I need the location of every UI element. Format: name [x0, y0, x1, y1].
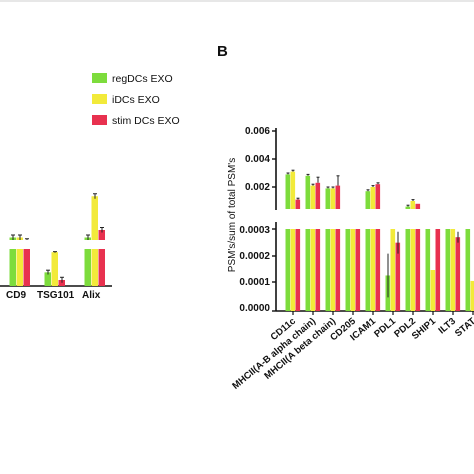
- panel-b-ytick-0004: 0.004: [245, 154, 270, 165]
- panel-b-chart: PSM's/sum of total PSM's 0.006 0.004 0.0…: [227, 126, 474, 392]
- panel-b-bar-icam1-regdcs-exo-upper: [365, 191, 371, 209]
- panel-b-bar-pdl1-stim-dcs-exo: [395, 242, 401, 311]
- panel-a-tick-label-alix: Alix: [82, 290, 101, 301]
- legend-label-stimdcs: stim DCs EXO: [112, 115, 180, 127]
- panel-b-bar-ship1-idcs-exo: [430, 270, 436, 311]
- panel-b-bar-mhcii-a-beta-chain-regdcs-exo: [325, 229, 331, 311]
- panel-b-bar-mhcii-a-beta-chain-idcs-exo: [330, 229, 336, 311]
- panel-b-ytick-0006: 0.006: [245, 126, 270, 137]
- panel-a-bar-tsg101-idcs-exo: [51, 252, 58, 286]
- legend: regDCs EXO iDCs EXO stim DCs EXO: [92, 73, 180, 127]
- panel-b-ytick-0002: 0.002: [245, 182, 270, 193]
- panel-b-bar-icam1-stim-dcs-exo-upper: [375, 184, 381, 209]
- panel-b-tick-label-stat: STAT: [453, 316, 474, 340]
- panel-b-bar-ship1-regdcs-exo: [425, 229, 431, 311]
- panel-b-tick-label-ship1: SHIP1: [410, 315, 439, 342]
- panel-b-bar-mhcii-a-b-alpha-chain-regdcs-exo: [305, 229, 311, 311]
- panel-b-bar-mhcii-a-b-alpha-chain-idcs-exo: [310, 229, 316, 311]
- panel-b-tick-label-mhcii-a-b-alpha-chain: MHCII(A-B alpha chain): [230, 316, 318, 392]
- panel-label-b: B: [217, 43, 228, 60]
- panel-b-bar-pdl2-idcs-exo: [410, 229, 416, 311]
- panel-a-tick-label-tsg101: TSG101: [37, 290, 75, 301]
- panel-b-bar-stat-regdcs-exo: [465, 229, 471, 311]
- panel-a-bar-alix-stim-dcs-exo: [98, 230, 105, 286]
- panel-b-bar-stat-idcs-exo: [470, 280, 474, 311]
- panel-b-bar-pdl2-regdcs-exo: [405, 229, 411, 311]
- panel-b-bar-ilt3-idcs-exo: [450, 229, 456, 311]
- panel-b-tick-label-pdl1: PDL1: [372, 315, 398, 339]
- panel-b-bar-cd11c-stim-dcs-exo: [295, 229, 301, 311]
- panel-a-chart: CD9 TSG101 Alix: [0, 193, 112, 301]
- legend-swatch-idcs: [92, 94, 107, 104]
- panel-a-tick-label-cd9: CD9: [6, 290, 26, 301]
- legend-label-idcs: iDCs EXO: [112, 94, 160, 106]
- panel-b-ytick-00003: 0.0003: [239, 225, 270, 236]
- panel-b-bar-mhcii-a-beta-chain-regdcs-exo-upper: [325, 188, 331, 209]
- panel-a-bar-tsg101-stim-dcs-exo: [58, 280, 65, 286]
- panel-b-ytick-00000: 0.0000: [239, 303, 270, 314]
- panel-b-bar-mhcii-a-beta-chain-stim-dcs-exo-upper: [335, 185, 341, 209]
- panel-b-bar-pdl2-stim-dcs-exo: [415, 229, 421, 311]
- panel-a-bar-alix-regdcs-exo: [84, 237, 91, 286]
- panel-b-bar-mhcii-a-b-alpha-chain-stim-dcs-exo: [315, 229, 321, 311]
- panel-b-bar-mhcii-a-b-alpha-chain-idcs-exo-upper: [310, 185, 316, 209]
- panel-b-ytick-00002: 0.0002: [239, 251, 270, 262]
- panel-b-bar-pdl2-idcs-exo-upper: [410, 201, 416, 209]
- panel-a-bar-cd9-regdcs-exo: [9, 237, 16, 286]
- panel-a-bar-tsg101-regdcs-exo: [44, 272, 51, 286]
- panel-b-bar-cd205-idcs-exo: [350, 229, 356, 311]
- panel-b-ytick-00001: 0.0001: [239, 277, 270, 288]
- panel-b-ylabel: PSM's/sum of total PSM's: [227, 158, 238, 272]
- panel-b-bar-mhcii-a-b-alpha-chain-stim-dcs-exo-upper: [315, 182, 321, 209]
- panel-b-bar-cd205-regdcs-exo: [345, 229, 351, 311]
- panel-b-bar-cd11c-idcs-exo-upper: [290, 171, 296, 209]
- panel-b-bar-icam1-idcs-exo: [370, 229, 376, 311]
- panel-b-bar-ship1-stim-dcs-exo: [435, 229, 441, 311]
- panel-b-bar-pdl2-stim-dcs-exo-upper: [415, 203, 421, 209]
- panel-b-bar-cd11c-idcs-exo: [290, 229, 296, 311]
- panel-a-bar-cd9-stim-dcs-exo: [23, 240, 30, 286]
- legend-swatch-stimdcs: [92, 115, 107, 125]
- panel-b-bar-ilt3-regdcs-exo: [445, 229, 451, 311]
- panel-b-bar-cd11c-stim-dcs-exo-upper: [295, 199, 301, 209]
- panel-a-axis-break: [0, 240, 112, 249]
- panel-b-bar-mhcii-a-beta-chain-stim-dcs-exo: [335, 229, 341, 311]
- panel-b-bar-pdl2-regdcs-exo-upper: [405, 206, 411, 209]
- panel-b-bar-mhcii-a-b-alpha-chain-regdcs-exo-upper: [305, 175, 311, 209]
- legend-swatch-regdcs: [92, 73, 107, 83]
- panel-b-bar-ilt3-stim-dcs-exo: [455, 237, 461, 311]
- panel-b-bar-pdl1-idcs-exo: [390, 229, 396, 311]
- panel-b-bar-icam1-regdcs-exo: [365, 229, 371, 311]
- panel-b-bar-mhcii-a-beta-chain-idcs-exo-upper: [330, 188, 336, 209]
- panel-b-bar-cd205-stim-dcs-exo: [355, 229, 361, 311]
- panel-b-bar-icam1-idcs-exo-upper: [370, 187, 376, 209]
- panel-a-bar-cd9-idcs-exo: [16, 237, 23, 286]
- panel-b-bar-icam1-stim-dcs-exo: [375, 229, 381, 311]
- legend-label-regdcs: regDCs EXO: [112, 73, 173, 85]
- panel-b-bar-cd11c-regdcs-exo-upper: [285, 174, 291, 209]
- panel-b-bar-cd11c-regdcs-exo: [285, 229, 291, 311]
